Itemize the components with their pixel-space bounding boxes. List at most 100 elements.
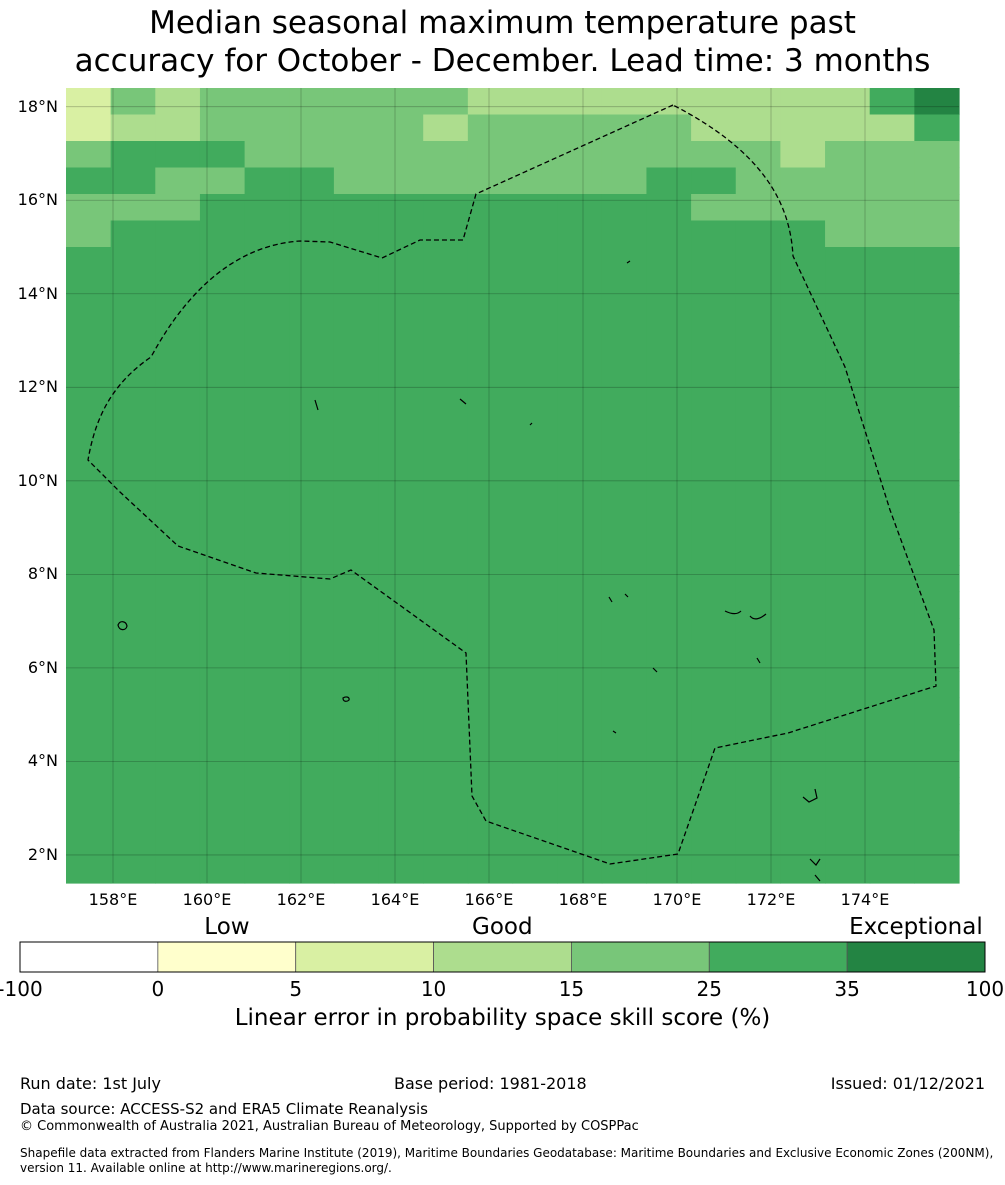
grid-cell [557, 697, 603, 725]
grid-cell [735, 671, 781, 699]
grid-cell [601, 88, 648, 116]
grid-cell [914, 777, 960, 805]
base-period: Base period: 1981-2018 [394, 1074, 587, 1093]
lon-tick-label: 160°E [182, 890, 232, 909]
grid-cell [467, 565, 514, 593]
grid-cell [244, 379, 290, 407]
grid-cell [155, 432, 201, 460]
grid-cell [557, 644, 603, 672]
grid-cell [378, 830, 424, 858]
grid-cell [557, 220, 603, 248]
grid-cell [914, 406, 960, 434]
grid-cell [691, 220, 737, 248]
grid-cell [110, 591, 156, 619]
grid-cell [691, 750, 737, 778]
grid-cell [199, 88, 246, 116]
grid-cell [735, 644, 781, 672]
grid-cell [512, 141, 558, 169]
grid-cell [512, 459, 558, 487]
grid-cell [914, 565, 960, 593]
grid-cell [914, 114, 960, 142]
grid-cell [423, 538, 469, 566]
grid-cell [691, 247, 737, 275]
grid-cell [244, 459, 290, 487]
grid-cell [512, 167, 558, 195]
grid-cell [512, 697, 558, 725]
grid-cell [423, 167, 469, 195]
grid-cell [66, 459, 112, 487]
grid-cell [780, 724, 826, 752]
grid-cell [601, 697, 648, 725]
grid-cell [735, 300, 781, 328]
grid-cell [869, 856, 915, 884]
grid-cell [691, 618, 737, 646]
grid-cell [110, 644, 156, 672]
grid-cell [467, 750, 514, 778]
grid-cell [244, 247, 290, 275]
grid-cell [601, 856, 648, 884]
grid-cell [244, 618, 290, 646]
grid-cell [467, 432, 514, 460]
grid-cell [467, 379, 514, 407]
colorbar-tick: 5 [289, 977, 303, 1001]
lon-tick-label: 168°E [558, 890, 608, 909]
grid-cell [199, 618, 246, 646]
grid-cell [869, 220, 915, 248]
island-outlines [117, 260, 821, 882]
grid-cell [646, 618, 692, 646]
grid-cell [869, 644, 915, 672]
grid-cell [914, 724, 960, 752]
grid-cell [378, 644, 424, 672]
grid-cell [914, 485, 960, 513]
grid-cell [557, 830, 603, 858]
grid-cell [646, 406, 692, 434]
grid-cell [557, 247, 603, 275]
grid-cell [467, 167, 514, 195]
grid-cell [512, 379, 558, 407]
grid-cell [557, 459, 603, 487]
grid-cell [199, 273, 246, 301]
grid-cell [825, 194, 871, 222]
grid-cell [869, 459, 915, 487]
grid-cell [735, 750, 781, 778]
grid-cell [66, 114, 112, 142]
grid-cell [512, 724, 558, 752]
grid-cell [512, 353, 558, 381]
grid-cell [914, 432, 960, 460]
grid-cell [467, 326, 514, 354]
grid-cell [512, 406, 558, 434]
grid-cell [735, 114, 781, 142]
grid-cell [289, 803, 335, 831]
grid-cell [601, 194, 648, 222]
grid-cell [914, 88, 960, 116]
grid-cell [646, 459, 692, 487]
lon-tick-label: 166°E [464, 890, 514, 909]
grid-cell [869, 194, 915, 222]
grid-cell [110, 432, 156, 460]
grid-cell [66, 194, 112, 222]
grid-cell [780, 512, 826, 540]
grid-cell [735, 591, 781, 619]
grid-cell [155, 247, 201, 275]
grid-cell [467, 459, 514, 487]
grid-cell [467, 353, 514, 381]
grid-cell [110, 194, 156, 222]
grid-cell [467, 644, 514, 672]
grid-cell [825, 671, 871, 699]
grid-cell [825, 830, 871, 858]
grid-cell [825, 88, 871, 116]
grid-cell [735, 565, 781, 593]
colorbar-segment [19, 941, 159, 973]
grid-cell [333, 432, 380, 460]
grid-cell [914, 856, 960, 884]
grid-cell [646, 512, 692, 540]
grid-cell [557, 88, 603, 116]
grid-cell [423, 724, 469, 752]
grid-cell [601, 220, 648, 248]
grid-cell [333, 379, 380, 407]
colorbar-segment [295, 941, 434, 973]
grid-cell [557, 273, 603, 301]
grid-cell [557, 803, 603, 831]
grid-cell [601, 247, 648, 275]
run-date: Run date: 1st July [20, 1074, 161, 1093]
